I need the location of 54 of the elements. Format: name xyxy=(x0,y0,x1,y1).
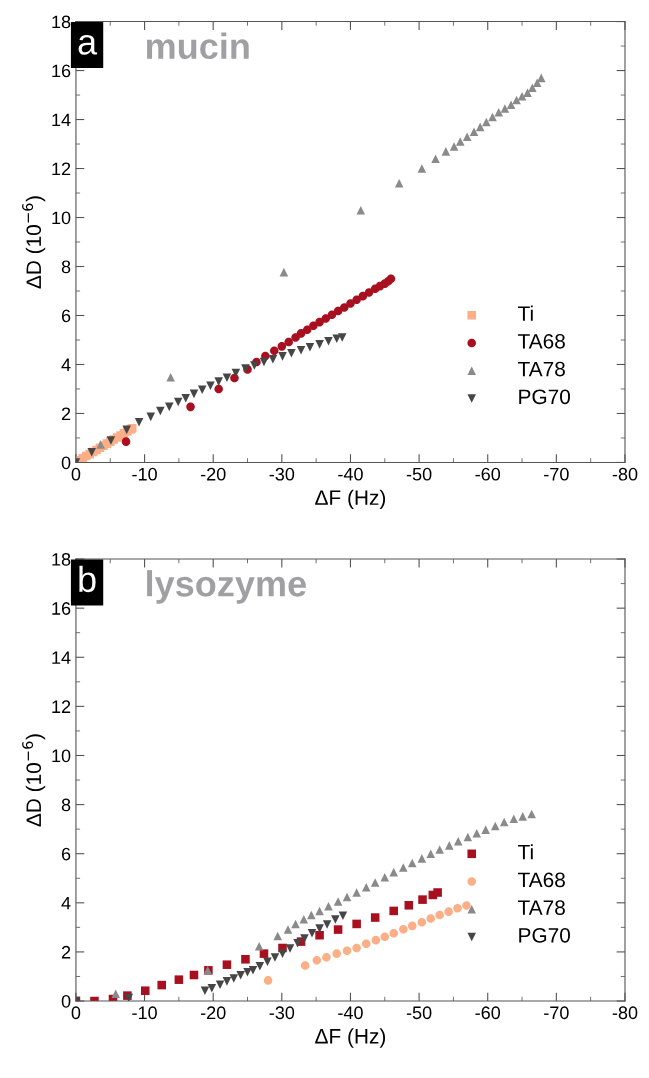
y-tick-label: 4 xyxy=(61,358,71,372)
annotation: b xyxy=(79,565,96,593)
y-tick-label: 0 xyxy=(61,456,71,470)
x-tick-label: -40 xyxy=(338,467,363,481)
legend-label: PG70 xyxy=(519,927,571,943)
y-tick-label: 8 xyxy=(61,260,71,274)
x-tick-label: -80 xyxy=(612,467,638,481)
y-tick-label: 6 xyxy=(61,847,71,861)
y-tick-label: 4 xyxy=(61,896,71,910)
x-axis-title: ΔF (Hz) xyxy=(315,489,386,510)
y-tick-label: 16 xyxy=(52,64,71,78)
y-tick-label: 18 xyxy=(52,552,71,566)
chart-title: lysozyme xyxy=(147,570,306,604)
y-tick-label: 2 xyxy=(61,945,71,959)
y-tick-label: 14 xyxy=(52,113,71,127)
y-axis-title: ΔD (10$^{−6}$) xyxy=(22,734,46,827)
y-tick-label: 12 xyxy=(52,162,71,176)
legend-label: PG70 xyxy=(519,389,571,405)
y-tick-label: 16 xyxy=(52,602,71,615)
y-tick-label: 2 xyxy=(61,407,71,421)
legend-label: Ti xyxy=(518,305,533,321)
legend-label: TA68 xyxy=(518,872,565,888)
x-tick-label: -70 xyxy=(544,467,569,481)
y-tick-label: 18 xyxy=(52,15,71,29)
x-tick-label: -40 xyxy=(338,1006,363,1020)
y-tick-label: 6 xyxy=(61,309,71,323)
y-tick-label: 8 xyxy=(61,798,71,812)
x-tick-label: -50 xyxy=(406,1006,432,1020)
legend-label: TA78 xyxy=(518,900,565,915)
x-tick-label: -80 xyxy=(612,1006,638,1020)
annotation: a xyxy=(78,34,98,55)
y-tick-label: 10 xyxy=(52,749,71,763)
y-tick-label: 10 xyxy=(52,211,71,225)
x-tick-label: 0 xyxy=(71,1006,81,1020)
legend-label: TA78 xyxy=(518,361,565,377)
x-axis-title: ΔF (Hz) xyxy=(315,1028,386,1048)
x-tick-label: -50 xyxy=(406,467,432,481)
x-tick-label: -10 xyxy=(132,467,157,481)
y-tick-label: 12 xyxy=(52,700,71,713)
x-tick-label: 0 xyxy=(71,467,81,481)
x-tick-label: -20 xyxy=(200,1006,226,1020)
legend-label: Ti xyxy=(518,844,533,860)
x-tick-label: -30 xyxy=(269,1006,295,1020)
x-tick-label: -10 xyxy=(132,1006,157,1020)
x-tick-label: -30 xyxy=(269,467,295,481)
chart-title: mucin xyxy=(146,32,249,60)
y-axis-title: ΔD (10$^{−6}$) xyxy=(22,196,46,289)
y-tick-label: 0 xyxy=(61,994,71,1008)
y-tick-label: 14 xyxy=(52,651,71,664)
x-tick-label: -60 xyxy=(475,467,501,481)
legend-label: TA68 xyxy=(518,333,565,349)
x-tick-label: -70 xyxy=(544,1006,569,1020)
x-tick-label: -20 xyxy=(200,467,226,481)
x-tick-label: -60 xyxy=(475,1006,501,1020)
